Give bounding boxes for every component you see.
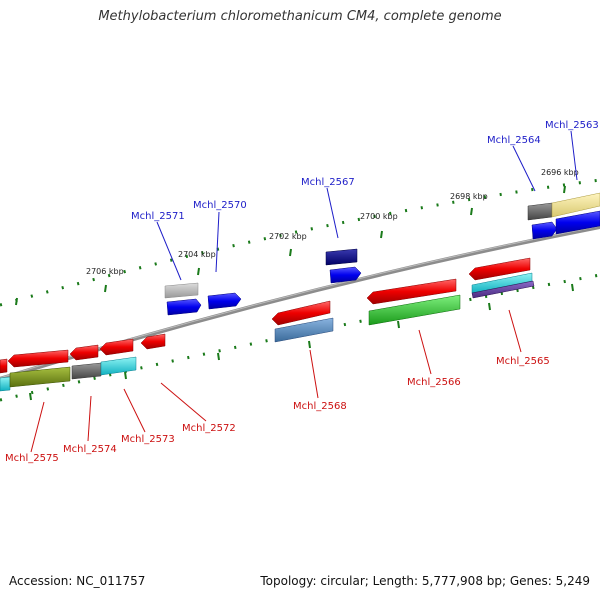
scale-label: 2700 kbp (360, 212, 398, 221)
gene-feature[interactable] (527, 202, 553, 221)
genome-summary-text: Topology: circular; Length: 5,777,908 bp… (260, 574, 590, 588)
scale-label: 2704 kbp (178, 250, 216, 259)
gene-feature[interactable] (471, 280, 535, 299)
gene-feature[interactable] (9, 366, 71, 388)
gene-feature[interactable] (140, 333, 166, 350)
gene-label-forward[interactable]: Mchl_2571 (131, 211, 185, 222)
gene-feature[interactable] (166, 298, 202, 316)
forward-features (164, 192, 600, 316)
gene-feature[interactable] (468, 257, 531, 281)
reverse-leaders (30, 309, 522, 453)
gene-feature[interactable] (366, 278, 457, 305)
gene-label-reverse[interactable]: Mchl_2565 (496, 356, 550, 367)
gene-feature[interactable] (329, 266, 362, 284)
forward-leaders (156, 130, 578, 281)
gene-feature[interactable] (0, 358, 8, 374)
reverse-major-ticks (29, 283, 574, 401)
gene-label-reverse[interactable]: Mchl_2568 (293, 401, 347, 412)
gene-feature[interactable] (0, 376, 11, 392)
gene-feature[interactable] (164, 282, 199, 299)
gene-label-reverse[interactable]: Mchl_2574 (63, 444, 117, 455)
gene-label-forward[interactable]: Mchl_2567 (301, 177, 355, 188)
gene-label-reverse[interactable]: Mchl_2575 (5, 453, 59, 464)
gene-feature[interactable] (368, 294, 461, 326)
scale-label: 2698 kbp (450, 192, 488, 201)
gene-feature[interactable] (99, 338, 134, 356)
reverse-features (0, 257, 535, 392)
scale-label: 2702 kbp (269, 232, 307, 241)
gene-feature[interactable] (207, 292, 242, 310)
gene-feature[interactable] (69, 344, 99, 361)
scale-label: 2706 kbp (86, 267, 124, 276)
gene-label-reverse[interactable]: Mchl_2572 (182, 423, 236, 434)
gene-feature[interactable] (555, 210, 600, 235)
gene-feature[interactable] (274, 317, 334, 343)
accession-text: Accession: NC_011757 (9, 574, 146, 588)
gene-feature[interactable] (100, 356, 137, 376)
gene-label-forward[interactable]: Mchl_2570 (193, 200, 247, 211)
gene-label-forward[interactable]: Mchl_2564 (487, 135, 541, 146)
gene-label-reverse[interactable]: Mchl_2573 (121, 434, 175, 445)
gene-feature[interactable] (551, 192, 600, 218)
gene-label-forward[interactable]: Mchl_2563 (545, 120, 599, 131)
gene-feature[interactable] (325, 248, 358, 266)
forward-major-ticks (15, 185, 566, 306)
gene-feature[interactable] (71, 362, 102, 380)
gene-feature[interactable] (271, 300, 331, 326)
scale-label: 2696 kbp (541, 168, 579, 177)
forward-tick-track (0, 178, 600, 307)
gene-label-reverse[interactable]: Mchl_2566 (407, 377, 461, 388)
gene-feature[interactable] (531, 221, 558, 240)
map-title: Methylobacterium chloromethanicum CM4, c… (98, 9, 502, 24)
gene-feature[interactable] (7, 349, 69, 368)
